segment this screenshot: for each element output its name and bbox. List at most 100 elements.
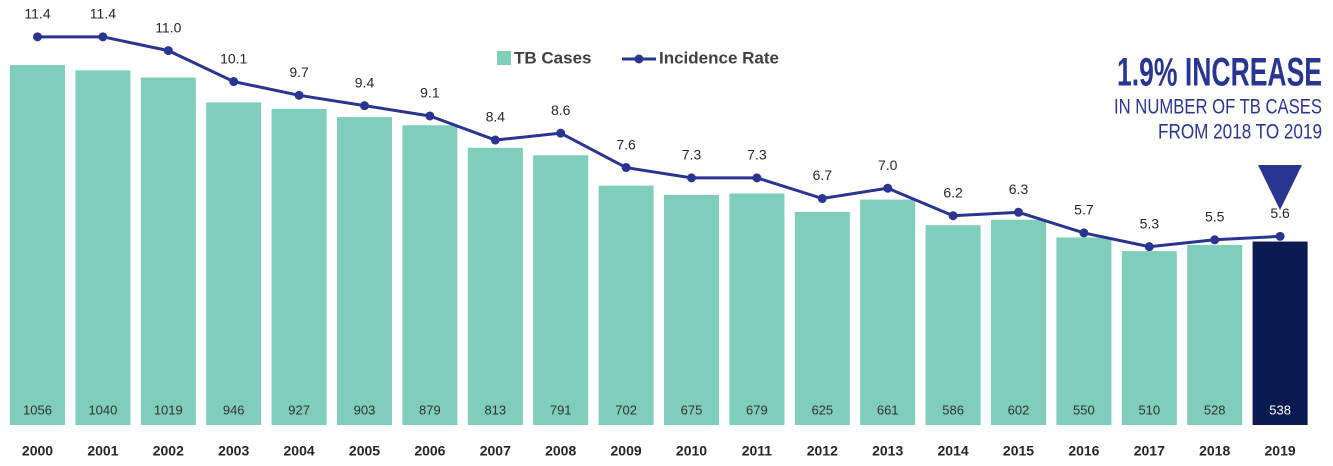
bar — [1056, 237, 1112, 425]
line-point — [948, 211, 958, 221]
x-tick-label: 2013 — [872, 443, 903, 459]
line-label: 5.5 — [1205, 209, 1225, 225]
line-label: 7.3 — [747, 147, 767, 163]
line-point — [33, 32, 42, 42]
bar-label: 661 — [877, 402, 899, 417]
x-tick-label: 2016 — [1068, 443, 1099, 459]
bar — [598, 185, 654, 425]
line-point — [752, 173, 762, 183]
x-tick-label: 2006 — [414, 443, 445, 459]
bar-label: 675 — [681, 402, 703, 417]
x-tick-label: 2003 — [218, 443, 249, 459]
bar-label: 946 — [223, 402, 245, 417]
x-tick-label: 2008 — [545, 443, 576, 459]
line-label: 7.3 — [682, 147, 702, 163]
line-label: 6.7 — [813, 167, 833, 183]
bar-label: 879 — [419, 402, 441, 417]
line-label: 7.6 — [616, 136, 636, 152]
line-label: 7.0 — [878, 157, 898, 173]
bar — [337, 117, 392, 426]
line-label: 9.1 — [420, 85, 440, 101]
line — [37, 35, 1281, 249]
bar-label: 1040 — [88, 402, 117, 417]
bar — [402, 125, 458, 426]
x-tick-label: 2007 — [480, 443, 511, 459]
line-label: 11.4 — [90, 6, 116, 22]
x-tick-label: 2017 — [1134, 443, 1165, 459]
bar — [991, 219, 1046, 425]
bar — [533, 155, 589, 426]
line-label: 11.4 — [24, 6, 50, 22]
bar — [206, 102, 262, 425]
bar — [75, 70, 131, 426]
bar-label: 679 — [746, 402, 768, 417]
line-label: 9.4 — [355, 74, 375, 90]
annotation-line: IN NUMBER OF TB CASES — [1114, 96, 1322, 119]
legend-swatch — [497, 51, 511, 65]
x-tick-label: 2011 — [742, 443, 773, 459]
line-point — [1014, 207, 1023, 217]
bar-label: 791 — [550, 402, 572, 417]
bar-label: 528 — [1204, 402, 1226, 417]
x-tick-label: 2002 — [153, 443, 184, 459]
bar-label: 1056 — [23, 402, 52, 417]
line-label: 5.6 — [1270, 205, 1290, 221]
bar-label: 550 — [1073, 402, 1095, 417]
bar — [10, 64, 65, 426]
line-label: 5.7 — [1074, 202, 1094, 218]
bar-label: 927 — [288, 402, 310, 417]
line-point — [425, 111, 435, 121]
line-label: 8.6 — [551, 102, 571, 118]
annotation-arrow — [1258, 165, 1302, 210]
bar-label: 903 — [354, 402, 376, 417]
bar — [925, 225, 981, 425]
bar-label: 625 — [811, 402, 833, 417]
bar — [664, 194, 719, 425]
x-tick-label: 2004 — [284, 443, 315, 459]
bar — [794, 211, 850, 425]
line-point — [1079, 228, 1089, 238]
line-label: 11.0 — [155, 19, 181, 35]
annotation-line: FROM 2018 TO 2019 — [1158, 121, 1322, 144]
line-point — [687, 173, 696, 183]
x-tick-label: 2010 — [676, 443, 707, 459]
line-label: 8.4 — [486, 109, 506, 125]
x-tick-label: 2009 — [611, 443, 642, 459]
line-point — [817, 194, 827, 204]
bar-label: 510 — [1138, 402, 1160, 417]
bar-label: 538 — [1269, 402, 1291, 417]
line-point — [556, 128, 566, 138]
x-tick-label: 2019 — [1265, 443, 1296, 459]
bar — [860, 199, 916, 425]
annotation-headline: 1.9% INCREASE — [1117, 51, 1322, 95]
line-point — [229, 77, 239, 87]
line-point — [621, 163, 631, 173]
x-tick-label: 2001 — [87, 443, 118, 459]
bar-label: 586 — [942, 402, 964, 417]
line-point — [360, 101, 369, 111]
x-tick-label: 2014 — [938, 443, 969, 459]
x-tick-label: 2000 — [22, 443, 53, 459]
bar — [140, 77, 196, 425]
line-point — [1210, 235, 1220, 245]
line-point — [163, 46, 173, 56]
line-point — [98, 32, 108, 42]
line-label: 5.3 — [1140, 215, 1160, 231]
x-tick-label: 2015 — [1003, 443, 1034, 459]
bar — [1252, 241, 1308, 425]
bar-label: 813 — [484, 402, 506, 417]
bar — [1121, 251, 1177, 425]
bar — [467, 147, 523, 425]
bar-label: 702 — [615, 402, 637, 417]
bar-label: 602 — [1008, 402, 1030, 417]
legend-swatch — [634, 54, 644, 64]
bar — [1187, 244, 1243, 425]
line-point — [294, 90, 304, 100]
line-point — [1275, 231, 1285, 241]
line-point — [883, 183, 893, 193]
legend-label: Incidence Rate — [659, 48, 779, 67]
bar — [729, 193, 785, 425]
line-label: 6.3 — [1009, 181, 1029, 197]
line-point — [1144, 242, 1154, 252]
